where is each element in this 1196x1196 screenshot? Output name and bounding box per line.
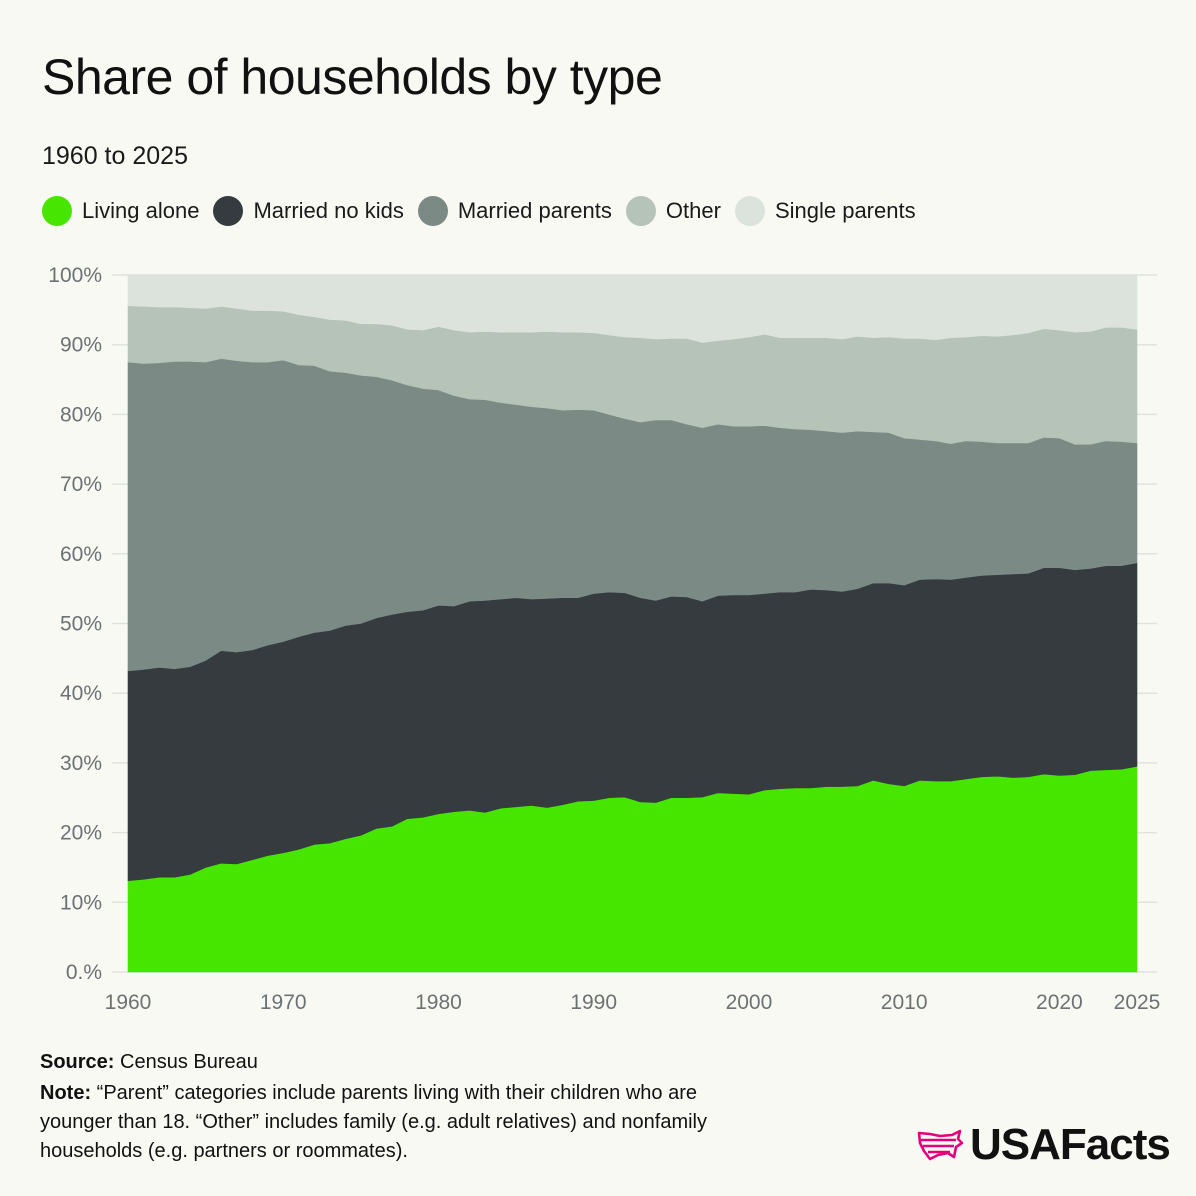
note-line: Note: “Parent” categories include parent… [40, 1079, 760, 1166]
source-text: Census Bureau [120, 1051, 258, 1073]
usafacts-logo: USAFacts [916, 1120, 1171, 1170]
legend-item-other: Other [625, 196, 721, 226]
legend-swatch-married-parents [417, 196, 448, 226]
x-tick-label-2010: 2010 [881, 991, 928, 1014]
usa-map-icon [917, 1129, 964, 1161]
note-label: Note: [40, 1082, 92, 1104]
chart-subtitle: 1960 to 2025 [42, 142, 188, 170]
area-single-parents [127, 274, 1138, 343]
y-axis-labels: 0.% 10% 20% 30% 40% 50% 60% 70% 80% 90% 100% [48, 264, 102, 984]
legend-label-other: Other [665, 198, 721, 223]
legend-swatch-single-parents [734, 196, 765, 226]
note-text: “Parent” categories include parents livi… [40, 1082, 708, 1162]
x-tick-label-1970: 1970 [260, 991, 307, 1014]
legend-swatch-other [625, 196, 656, 226]
y-tick-label-30: 30% [60, 752, 102, 775]
legend-item-married-no-kids: Married no kids [213, 196, 404, 226]
legend-item-living-alone: Living alone [42, 196, 199, 226]
x-tick-label-2025: 2025 [1114, 991, 1161, 1014]
x-tick-label-1980: 1980 [415, 991, 462, 1014]
source-line: Source: Census Bureau [40, 1048, 760, 1077]
legend-label-married-parents: Married parents [457, 198, 612, 223]
y-tick-label-60: 60% [60, 543, 102, 566]
legend-item-single-parents: Single parents [734, 196, 916, 226]
brand-name: USAFacts [970, 1120, 1171, 1169]
y-tick-label-70: 70% [60, 473, 102, 496]
x-axis-labels: 1960 1970 1980 1990 2000 2010 2020 2025 [105, 991, 1161, 1014]
legend-item-married-parents: Married parents [417, 196, 612, 226]
y-tick-label-80: 80% [60, 403, 102, 426]
legend-label-living-alone: Living alone [82, 198, 200, 223]
y-tick-label-0: 0.% [66, 961, 102, 984]
y-tick-label-100: 100% [48, 264, 102, 287]
x-tick-label-1960: 1960 [105, 991, 152, 1014]
stacked-area-chart: 0.%10%20%30%40%50%60%70%80%90%100%1960 19… [48, 264, 1161, 1014]
source-label: Source: [40, 1051, 115, 1073]
legend-label-married-no-kids: Married no kids [253, 198, 404, 223]
y-tick-label-50: 50% [60, 613, 102, 636]
legend-label-single-parents: Single parents [774, 198, 916, 223]
y-tick-label-20: 20% [60, 822, 102, 845]
chart-legend: Living alone Married no kids Married par… [42, 196, 930, 226]
legend-swatch-living-alone [42, 196, 72, 226]
x-tick-label-2000: 2000 [726, 991, 773, 1014]
chart-title: Share of households by type [42, 49, 663, 105]
x-tick-label-1990: 1990 [570, 991, 617, 1014]
area-layers [127, 274, 1138, 973]
x-tick-label-2020: 2020 [1036, 991, 1083, 1014]
y-tick-label-10: 10% [60, 891, 102, 914]
y-tick-label-40: 40% [60, 682, 102, 705]
y-tick-label-90: 90% [60, 334, 102, 357]
legend-swatch-married-no-kids [213, 196, 244, 226]
chart-footer: Source: Census Bureau Note: “Parent” cat… [40, 1048, 760, 1166]
